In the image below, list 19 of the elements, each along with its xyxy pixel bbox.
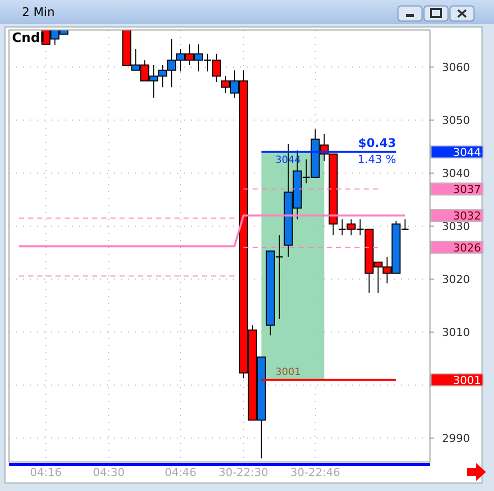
- y-tick-label: 3020: [442, 272, 470, 286]
- y-tick-label: 3010: [442, 326, 470, 339]
- text: 3037: [453, 183, 481, 196]
- x-tick-label: 04:16: [30, 466, 62, 479]
- annotation: $0.43: [358, 136, 396, 150]
- y-tick-label: 2990: [442, 432, 470, 445]
- x-tick-label: 30-22:30: [218, 466, 268, 479]
- chart-title: 2 Min: [22, 5, 55, 19]
- x-tick-label: 04:46: [164, 466, 196, 479]
- y-tick-label: 3040: [442, 166, 470, 180]
- annotation: 1.43 %: [358, 152, 396, 166]
- x-tick-label: 04:30: [92, 466, 125, 479]
- text: 3044: [453, 146, 481, 160]
- annotation: 3001: [275, 366, 301, 378]
- text: 3001: [453, 374, 481, 388]
- text: 3026: [453, 242, 481, 255]
- x-tick-label: 30-22:46: [290, 466, 340, 479]
- y-tick-label: 3050: [442, 114, 470, 127]
- y-tick-label: 3060: [442, 60, 470, 74]
